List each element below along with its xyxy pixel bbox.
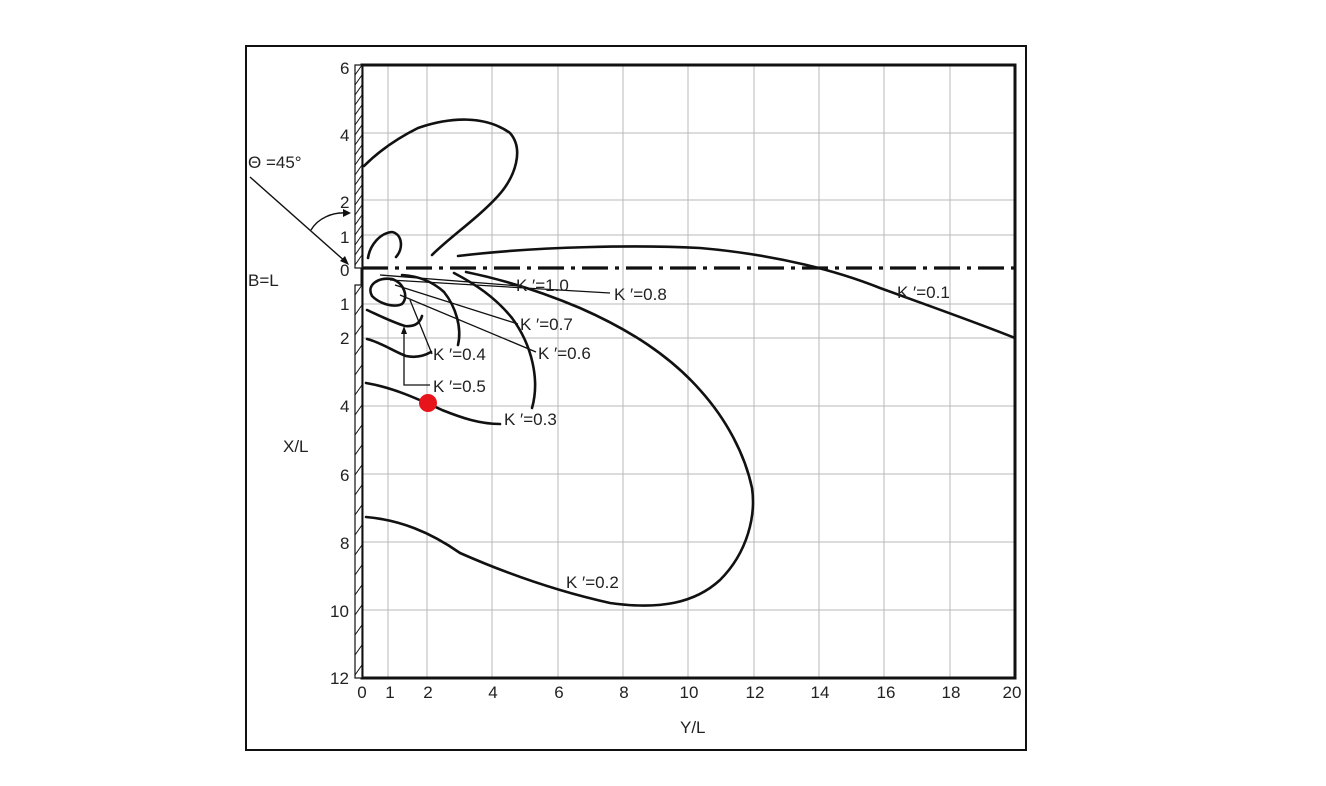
angle-label: Θ =45° [248,153,302,172]
angle-annotation [249,176,351,265]
contour-inner-loop [369,277,407,307]
contour-upper-inner-lobe [366,230,403,260]
y-tick-label: 1 [340,295,349,314]
x-tick-label: 20 [1003,683,1022,702]
x-tick-label: 18 [942,683,961,702]
width-label: B=L [248,271,279,290]
marker-point [419,394,437,412]
x-tick-label: 4 [488,683,497,702]
grid [362,65,1015,678]
contour-label-k08: K ′=0.8 [614,285,667,304]
y-tick-label: 6 [340,466,349,485]
figure-frame [245,45,1027,751]
contour-label-k01: K ′=0.1 [897,283,950,302]
x-tick-label: 8 [619,683,628,702]
breakwater-lower [354,284,363,679]
x-tick-label: 1 [385,683,394,702]
contour-label-k04: K ′=0.4 [433,345,486,364]
leader-lines [379,274,611,386]
x-tick-label: 0 [357,683,366,702]
y-tick-label: 10 [330,602,349,621]
contour-k05 [365,308,424,328]
x-tick-label: 12 [746,683,765,702]
y-axis-label: X/L [283,437,309,456]
y-tick-label: 6 [340,59,349,78]
contour-label-k06: K ′=0.6 [538,344,591,363]
breakwater-upper [354,64,363,269]
y-tick-label: 0 [340,261,349,280]
contour-label-k03: K ′=0.3 [504,410,557,429]
contour-k01 [456,245,1017,340]
x-tick-label: 6 [554,683,563,702]
x-tick-label: 14 [811,683,830,702]
contour-k03 [364,271,537,426]
y-tick-label: 4 [340,126,349,145]
contour-upper-lobe [362,118,519,257]
y-tick-label: 12 [330,669,349,688]
contour-label-k07: K ′=0.7 [520,315,573,334]
y-tick-label: 1 [340,228,349,247]
x-tick-label: 2 [423,683,432,702]
contour-k02 [364,270,755,607]
y-tick-label: 4 [340,397,349,416]
contour-k06 [400,273,461,347]
x-tick-label: 16 [877,683,896,702]
y-tick-label: 8 [340,534,349,553]
y-tick-label: 2 [340,329,349,348]
contour-label-k02: K ′=0.2 [566,573,619,592]
x-tick-label: 10 [680,683,699,702]
contour-label-k05: K ′=0.5 [433,377,486,396]
y-tick-label: 2 [340,193,349,212]
contour-label-k10: K ′=1.0 [516,276,569,295]
contour-k04 [365,337,433,359]
x-axis-label: Y/L [680,718,706,737]
